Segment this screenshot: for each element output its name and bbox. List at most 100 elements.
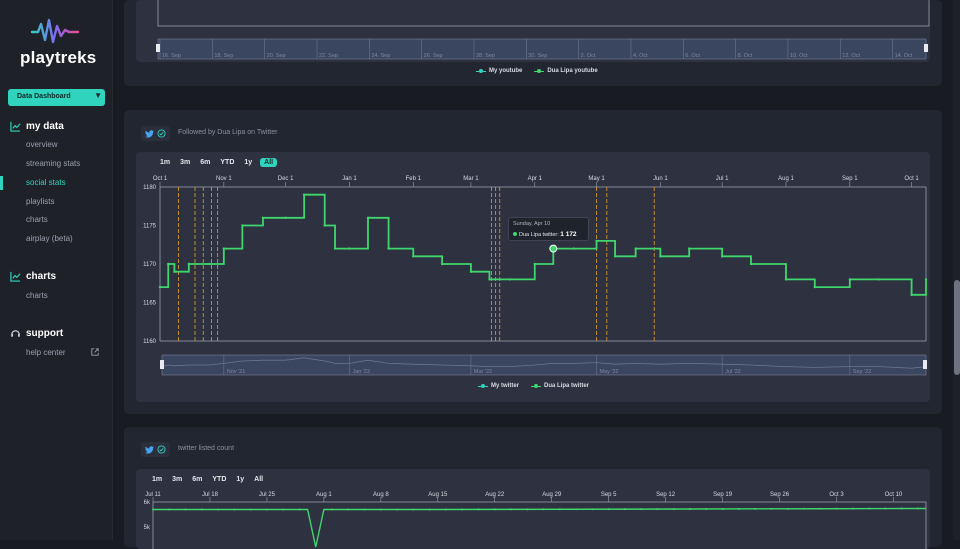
data-point bbox=[412, 255, 415, 258]
hover-point bbox=[549, 244, 558, 253]
navigator-tick-label: Jul '22 bbox=[725, 369, 741, 375]
range-3m-button[interactable]: 3m bbox=[172, 476, 183, 483]
x-tick-label: Aug 1 bbox=[316, 492, 332, 498]
section-charts[interactable]: charts bbox=[10, 269, 56, 283]
range-3m-button[interactable]: 3m bbox=[180, 159, 191, 166]
data-point bbox=[526, 508, 529, 511]
sidebar-item-streaming-stats[interactable]: streaming stats bbox=[26, 159, 81, 168]
x-tick-label: Jul 18 bbox=[202, 492, 219, 498]
sidebar-item-charts[interactable]: charts bbox=[26, 215, 48, 224]
sidebar-item-charts-2[interactable]: charts bbox=[26, 291, 48, 300]
data-point bbox=[533, 262, 536, 266]
tooltip-series: Dua Lipa twitter: bbox=[519, 232, 559, 238]
data-point bbox=[493, 508, 496, 511]
data-point bbox=[158, 285, 162, 289]
x-tick-label: Oct 1 bbox=[153, 176, 168, 182]
x-tick-label: Jul 25 bbox=[259, 492, 276, 498]
legend-label: My twitter bbox=[491, 383, 520, 389]
data-point bbox=[737, 507, 740, 510]
navigator-tick-label: May '22 bbox=[600, 369, 619, 375]
legend-item[interactable]: Dua Lipa twitter bbox=[531, 383, 589, 389]
data-point bbox=[819, 507, 822, 510]
data-point bbox=[689, 508, 692, 510]
sidebar-item-social-stats[interactable]: social stats bbox=[26, 178, 66, 187]
scrollbar-thumb[interactable] bbox=[954, 280, 960, 375]
data-point bbox=[721, 507, 724, 510]
sidebar-item-airplay[interactable]: airplay (beta) bbox=[26, 234, 73, 243]
tooltip-date: Sunday, Apr 10 bbox=[513, 221, 551, 227]
check-circle-icon bbox=[157, 129, 166, 138]
legend-item[interactable]: My twitter bbox=[478, 383, 519, 389]
scrollbar[interactable] bbox=[953, 0, 960, 540]
range-6m-button[interactable]: 6m bbox=[200, 159, 211, 166]
range-1y-button[interactable]: 1y bbox=[244, 159, 253, 166]
twitter-legend: My twitter Dua Lipa twitter bbox=[478, 383, 589, 389]
data-point bbox=[613, 255, 617, 258]
data-point bbox=[444, 508, 447, 511]
x-tick-label: Aug 1 bbox=[778, 176, 794, 182]
navigator bbox=[161, 354, 927, 376]
sidebar-item-overview[interactable]: overview bbox=[26, 140, 58, 149]
x-tick-label: Oct 10 bbox=[885, 492, 903, 498]
series-line-dua-lipa-twitter bbox=[160, 193, 927, 296]
x-tick-label: Aug 22 bbox=[485, 492, 505, 498]
chart-line-icon bbox=[10, 121, 21, 132]
section-support[interactable]: support bbox=[10, 326, 63, 340]
navigator-tick-label: 22. Sep bbox=[319, 53, 338, 59]
section-title: support bbox=[26, 327, 64, 339]
range-1m-button[interactable]: 1m bbox=[160, 159, 171, 166]
data-point bbox=[634, 247, 637, 250]
data-point bbox=[241, 224, 244, 227]
legend-item[interactable]: My youtube bbox=[476, 68, 522, 74]
x-tick-label: Mar 1 bbox=[463, 176, 479, 182]
chart-tooltip: Sunday, Apr 10 Dua Lipa twitter: 1 172 bbox=[508, 217, 589, 241]
x-tick-label: Sep 26 bbox=[770, 492, 790, 498]
x-tick-label: Aug 29 bbox=[542, 492, 562, 498]
navigator-tick-label: 28. Sep bbox=[476, 53, 495, 59]
x-tick-label: Nov 1 bbox=[216, 176, 232, 182]
twitter-icon bbox=[145, 445, 154, 454]
data-point bbox=[623, 508, 626, 511]
range-6m-button[interactable]: 6m bbox=[192, 476, 203, 483]
listed-chart[interactable]: Jul 11 Jul 18 Jul 25 Aug 1 Aug 8 Aug 15 Aug 22… bbox=[136, 469, 930, 549]
x-tick-label: Jun 1 bbox=[653, 176, 668, 182]
logo[interactable]: playtreks bbox=[20, 18, 100, 70]
youtube-chart: 16. Sep 18. Sep 20. Sep 22. Sep 24. Sep 26. S… bbox=[156, 0, 930, 60]
range-1m-button[interactable]: 1m bbox=[152, 476, 163, 483]
data-point bbox=[572, 247, 576, 250]
data-point bbox=[786, 507, 789, 510]
range-ytd-button[interactable]: YTD bbox=[220, 159, 235, 166]
x-tick-label: Sep 12 bbox=[656, 492, 676, 498]
legend-item[interactable]: Dua Lipa youtube bbox=[534, 68, 598, 74]
data-point bbox=[488, 278, 491, 281]
y-tick-label: 5k bbox=[144, 525, 151, 531]
data-point bbox=[331, 508, 334, 511]
range-1y-button[interactable]: 1y bbox=[236, 476, 245, 483]
range-all-button[interactable]: All bbox=[260, 158, 278, 167]
twitter-chart[interactable]: Oct 1 Nov 1 Dec 1 Jan 1 Feb 1 Mar 1 Apr 1 May 1… bbox=[136, 152, 930, 402]
data-point bbox=[851, 507, 854, 510]
card-icons bbox=[141, 126, 170, 141]
x-tick-label: Sep 5 bbox=[601, 492, 617, 498]
data-point bbox=[469, 270, 473, 273]
data-point bbox=[542, 508, 545, 511]
y-tick-label: 1180 bbox=[143, 185, 157, 191]
x-tick-label: Oct 1 bbox=[904, 176, 919, 182]
section-my-data[interactable]: my data bbox=[10, 119, 64, 133]
external-link-icon[interactable] bbox=[91, 348, 99, 356]
dashboard-select[interactable]: Data Dashboard ▼ bbox=[8, 89, 105, 106]
range-ytd-button[interactable]: YTD bbox=[212, 476, 227, 483]
youtube-chart-panel: 16. Sep 18. Sep 20. Sep 22. Sep 24. Sep 26. S… bbox=[136, 0, 930, 62]
data-point bbox=[152, 508, 154, 511]
youtube-card: 16. Sep 18. Sep 20. Sep 22. Sep 24. Sep 26. S… bbox=[124, 0, 942, 86]
chart-line-icon bbox=[10, 271, 21, 282]
range-all-button[interactable]: All bbox=[254, 476, 264, 483]
data-point bbox=[770, 507, 773, 510]
sidebar-item-help-center[interactable]: help center bbox=[26, 348, 66, 357]
data-point bbox=[261, 216, 265, 219]
navigator-tick-label: 10. Oct bbox=[790, 53, 808, 59]
chevron-down-icon: ▼ bbox=[94, 91, 102, 100]
check-circle-icon bbox=[157, 445, 166, 454]
data-point bbox=[910, 293, 913, 296]
sidebar-item-playlists[interactable]: playlists bbox=[26, 197, 55, 206]
